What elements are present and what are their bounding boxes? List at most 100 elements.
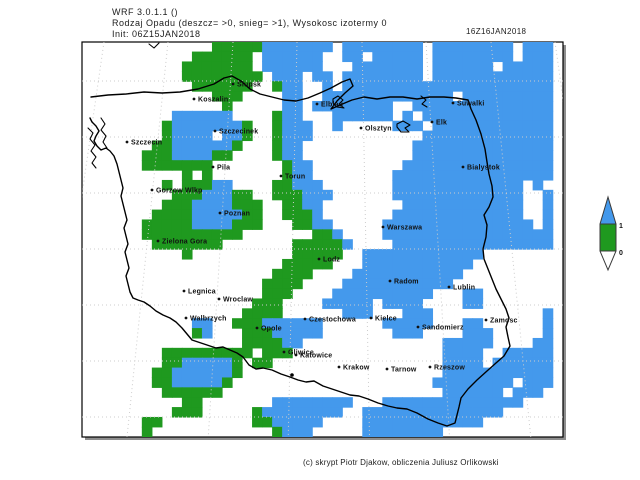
snow-cell (522, 367, 534, 379)
snow-cell (522, 71, 534, 82)
city-label: Wroclaw (223, 297, 253, 304)
snow-cell (452, 347, 464, 359)
snow-cell (392, 278, 403, 290)
snow-cell (282, 337, 293, 349)
snow-cell (492, 407, 504, 418)
snow-cell (482, 189, 494, 201)
snow-cell (542, 229, 554, 240)
snow-cell (221, 219, 233, 230)
snow-cell (522, 61, 534, 72)
rain-cell (181, 397, 193, 408)
snow-cell (342, 51, 353, 63)
snow-cell (332, 407, 343, 418)
snow-cell (392, 209, 403, 221)
snow-cell (422, 278, 434, 290)
rain-cell (211, 239, 223, 250)
snow-cell (201, 140, 213, 151)
rain-cell (161, 229, 173, 240)
city-dot (447, 285, 451, 289)
snow-cell (191, 199, 203, 211)
snow-cell (392, 51, 403, 63)
rain-cell (272, 140, 283, 151)
snow-cell (312, 189, 323, 201)
rain-cell (151, 377, 163, 388)
snow-cell (352, 51, 363, 63)
snow-cell (492, 120, 504, 132)
snow-cell (472, 189, 484, 201)
snow-cell (382, 318, 393, 329)
rain-cell (201, 61, 213, 72)
snow-cell (472, 100, 484, 112)
rain-cell (292, 278, 303, 290)
snow-cell (542, 347, 554, 359)
water-feature (332, 95, 345, 109)
snow-cell (532, 357, 544, 369)
rain-cell (171, 239, 183, 250)
rain-cell (181, 387, 193, 398)
snow-cell (181, 120, 193, 132)
snow-cell (282, 407, 293, 418)
rain-cell (252, 337, 263, 349)
model-title: WRF 3.0.1.1 () (112, 7, 179, 17)
snow-cell (532, 150, 544, 161)
snow-cell (542, 318, 554, 329)
snow-cell (542, 140, 554, 151)
snow-cell (362, 61, 373, 72)
snow-cell (372, 91, 383, 102)
snow-cell (512, 229, 524, 240)
snow-cell (522, 100, 534, 112)
snow-cell (472, 81, 484, 92)
rain-cell (141, 229, 153, 240)
rain-cell (151, 150, 163, 161)
snow-cell (372, 100, 383, 112)
snow-cell (442, 268, 454, 280)
rain-cell (191, 229, 203, 240)
rain-cell (262, 288, 273, 300)
snow-cell (432, 199, 444, 211)
snow-cell (422, 179, 434, 191)
snow-cell (211, 120, 223, 132)
snow-cell (372, 81, 383, 92)
rain-cell (282, 189, 293, 201)
snow-cell (372, 407, 383, 418)
city-dot (381, 225, 385, 229)
snow-cell (532, 239, 544, 250)
snow-cell (482, 407, 494, 418)
rain-cell (232, 219, 243, 230)
snow-cell (382, 51, 393, 63)
snow-cell (522, 239, 534, 250)
snow-cell (322, 397, 333, 408)
snow-cell (171, 150, 183, 161)
snow-cell (452, 377, 464, 388)
snow-cell (342, 71, 353, 82)
rain-cell (272, 120, 283, 132)
snow-cell (402, 278, 413, 290)
rain-cell (221, 51, 233, 63)
snow-cell (452, 150, 464, 161)
snow-cell (422, 100, 434, 112)
snow-cell (342, 397, 353, 408)
snow-cell (312, 42, 323, 53)
rain-cell (272, 81, 283, 92)
snow-cell (442, 61, 454, 72)
snow-cell (392, 61, 403, 72)
snow-cell (382, 91, 393, 102)
snow-cell (492, 110, 504, 122)
rain-cell (242, 61, 253, 72)
snow-cell (302, 328, 313, 339)
rain-cell (211, 51, 223, 63)
rain-cell (292, 189, 303, 201)
snow-cell (191, 110, 203, 122)
snow-cell (292, 416, 303, 428)
snow-cell (472, 229, 484, 240)
rain-cell (322, 229, 333, 240)
snow-cell (392, 397, 403, 408)
snow-cell (402, 71, 413, 82)
snow-cell (382, 81, 393, 92)
snow-cell (532, 387, 544, 398)
snow-cell (492, 179, 504, 191)
rain-cell (191, 81, 203, 92)
snow-cell (412, 298, 424, 309)
snow-cell (332, 120, 343, 132)
city-dot (369, 316, 373, 320)
